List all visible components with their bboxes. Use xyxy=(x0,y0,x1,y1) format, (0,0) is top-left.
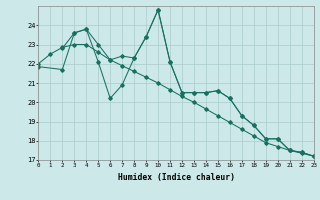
X-axis label: Humidex (Indice chaleur): Humidex (Indice chaleur) xyxy=(117,173,235,182)
